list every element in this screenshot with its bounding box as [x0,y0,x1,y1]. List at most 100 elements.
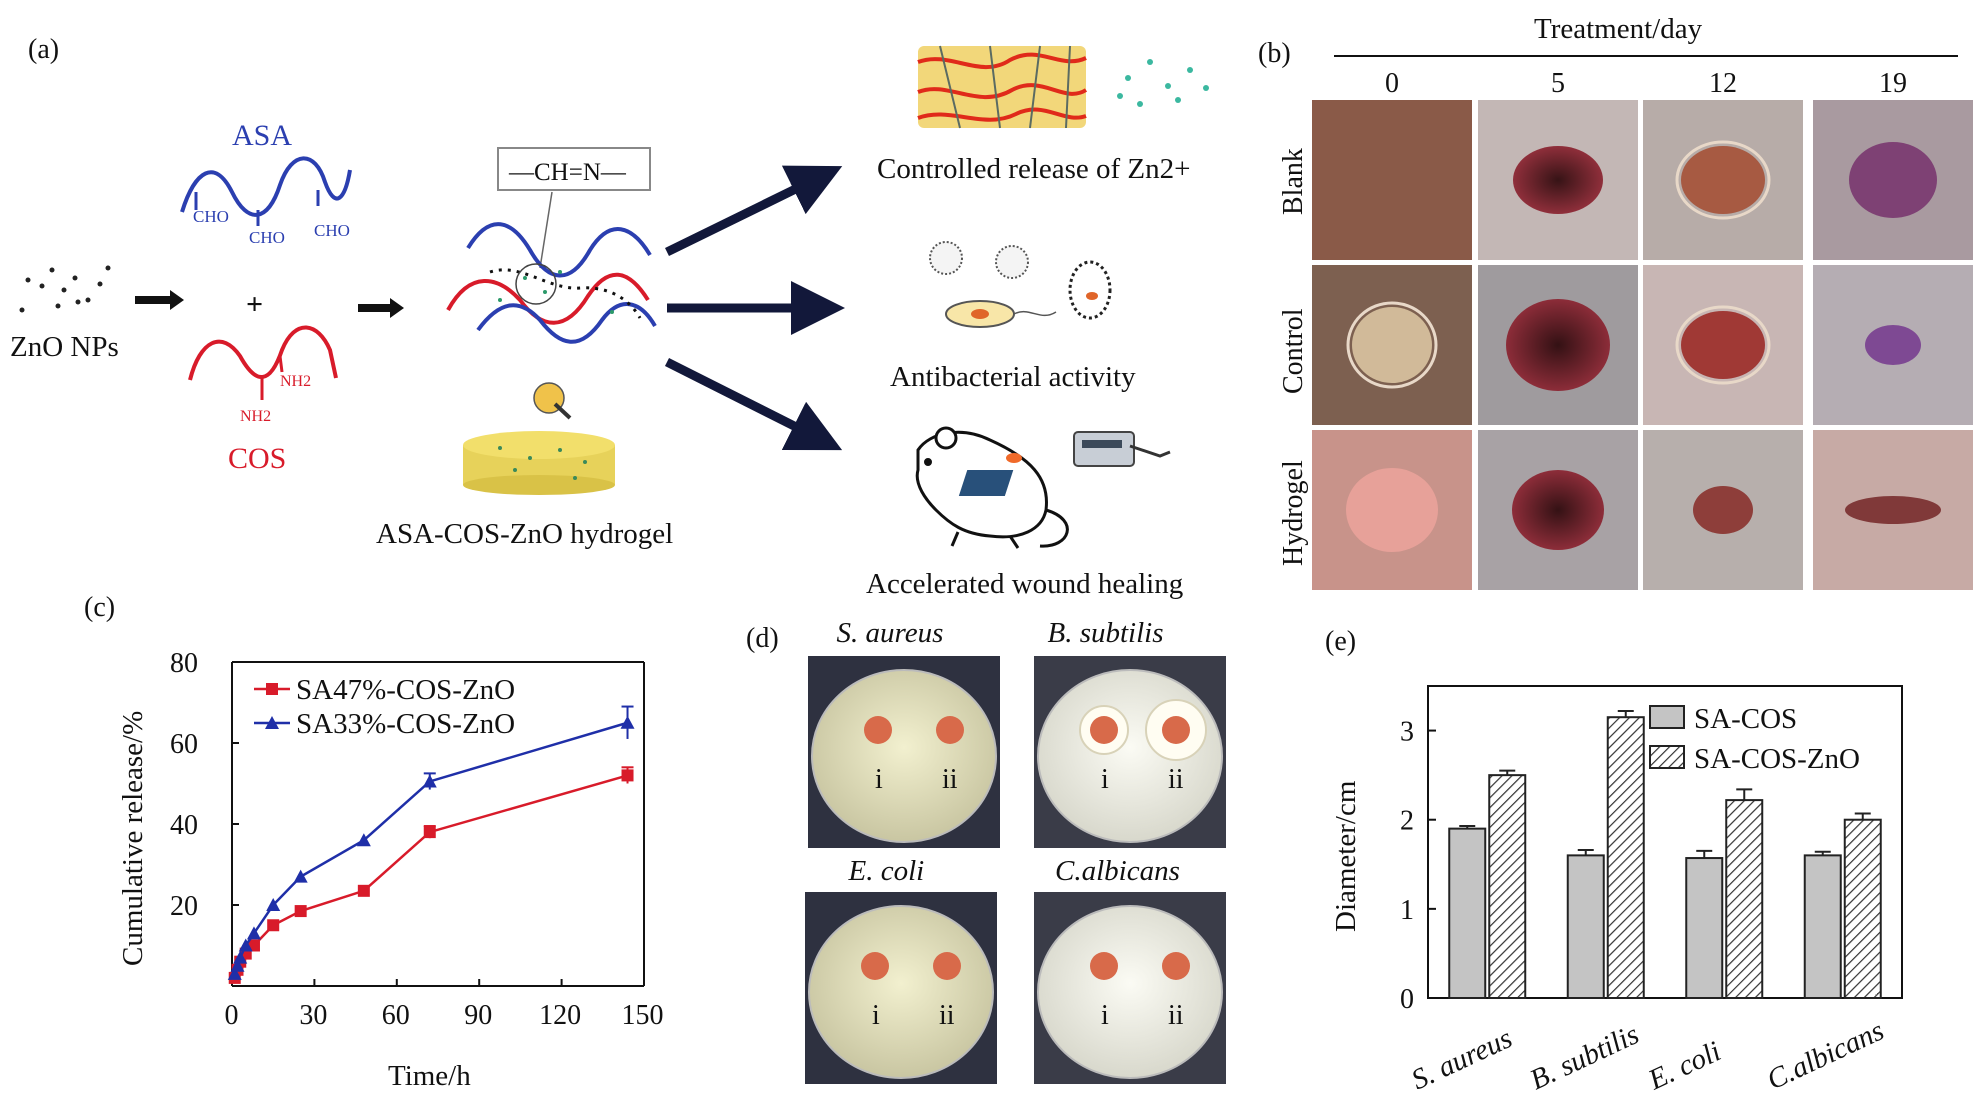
day-label: 0 [1385,68,1399,99]
data-point [356,833,371,847]
sample-disc [1090,952,1118,980]
plate-title: S. aureus [837,617,944,649]
data-point [233,950,248,964]
legend-label: SA-COS-ZnO [1694,743,1860,775]
sample-mark: i [1101,764,1109,795]
bar-1 [1843,818,1882,1000]
sample-disc [1162,952,1190,980]
device-icon [958,431,1171,496]
legend-label: SA33%-COS-ZnO [296,708,515,740]
wound-edge [1675,305,1771,385]
sample-mark: ii [942,764,958,795]
series-line-0 [233,774,628,979]
imine-bond-label: —CH=N— [508,159,627,186]
bar-0 [1448,827,1487,1000]
cho-label: CHO [193,207,229,226]
panel-c-label: (c) [84,592,115,623]
controlled-release-icon [917,45,1209,129]
y-axis-label: Diameter/cm [1330,780,1362,932]
sample-disc [1162,716,1190,744]
legend-marker [266,683,278,695]
wound-area [1845,496,1941,524]
legend-label: SA-COS [1694,703,1797,735]
arrow-icon [665,165,843,257]
y-tick-label: 2 [1400,806,1414,837]
panel-c: (c) 0 30 60 90 120 150 20 40 60 80 Time/h Cumulativ… [84,592,664,1092]
bar-0 [1685,857,1724,999]
sample-disc [933,952,961,980]
wound-area [1512,470,1604,550]
release-chart: 0 30 60 90 120 150 20 40 60 80 Time/h Cumulative re… [117,648,664,1092]
plot-frame [1427,685,1903,999]
panel-b: (b) Treatment/day 0 5 12 19 Blank Control Hydr… [1258,13,1973,590]
wound-area [1849,142,1937,218]
hydrogel-label: ASA-COS-ZnO hydrogel [376,518,673,550]
legend-swatch [1649,705,1685,729]
bar-1 [1725,799,1764,999]
sample-mark: i [872,1000,880,1031]
asa-label: ASA [232,119,292,152]
bar-1 [1606,716,1645,999]
petri-dish [808,905,994,1079]
asa-chain-icon [180,156,352,217]
panel-b-label: (b) [1258,38,1291,69]
cos-label: COS [228,442,286,475]
y-axis-label: Cumulative release/% [117,711,149,966]
wound-area [1346,468,1438,552]
y-tick-label: 80 [170,648,198,679]
panel-e-label: (e) [1325,626,1356,657]
series-line-1 [233,721,628,975]
panel-d-label: (d) [746,623,779,654]
data-point [246,926,261,940]
y-tick-label: 3 [1400,717,1414,748]
treatment-header: Treatment/day [1534,13,1703,45]
wound-edge [1675,140,1771,220]
wound-photo-grid: 0 5 12 19 Blank Control Hydrogel [1278,68,1973,590]
sample-mark: i [1101,1000,1109,1031]
x-axis-label: Time/h [388,1060,471,1092]
wound-area [1352,307,1432,383]
outcome-antibacterial: Antibacterial activity [890,361,1136,393]
data-point [423,826,436,839]
wound-area [1681,146,1765,214]
x-tick-label: 120 [539,1000,581,1031]
zno-nanoparticles-icon [19,265,111,313]
data-point [294,905,307,918]
panel-a-label: (a) [28,34,59,65]
hydrogel-network-icon: —CH=N— [446,147,657,420]
panel-a: (a) ZnO NPs ASA CHO CHO CHO + NH2 NH2 CO… [10,34,1209,600]
plus-sign: + [246,288,263,321]
inhibition-zone-chart: 0 1 2 3 Diameter/cm S. aureus B. subtilis E. co… [1330,685,1903,1097]
category-label: B. subtilis [1525,1018,1644,1096]
arrowhead-icon [390,298,404,318]
y-tick-label: 20 [170,891,198,922]
outcome-wound-healing: Accelerated wound healing [866,568,1183,600]
bar-0 [1566,854,1605,999]
petri-dish [811,669,997,843]
category-label: S. aureus [1407,1022,1517,1096]
wound-area [1681,311,1765,379]
legend-swatch [1649,745,1685,769]
wound-area [1506,299,1610,391]
x-tick-label: 90 [464,1000,492,1031]
petri-dish [1037,669,1223,843]
wound-area [1513,146,1603,214]
data-point [230,958,245,972]
plate-title: E. coli [848,855,925,887]
x-tick-label: 60 [382,1000,410,1031]
category-label: E. coli [1643,1035,1726,1096]
cho-label: CHO [314,221,350,240]
wound-area [1865,325,1921,365]
nh2-label: NH2 [280,373,311,390]
day-label: 5 [1551,68,1565,99]
nh2-label: NH2 [240,408,271,425]
sample-disc [864,716,892,744]
panel-e: (e) 0 1 2 3 Diameter/cm S. aureus B. subtilis E… [1325,626,1903,1097]
bar-0 [1803,854,1842,999]
data-point [293,869,308,883]
legend-label: SA47%-COS-ZnO [296,674,515,706]
zno-label: ZnO NPs [10,331,119,363]
row-label-blank: Blank [1278,148,1309,215]
